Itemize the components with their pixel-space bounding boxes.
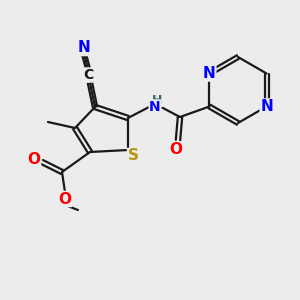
Text: N: N: [149, 100, 161, 114]
Text: C: C: [83, 68, 93, 82]
Text: O: O: [28, 152, 40, 167]
Text: N: N: [260, 99, 273, 114]
Text: O: O: [169, 142, 182, 158]
Text: O: O: [58, 191, 71, 206]
Text: S: S: [128, 148, 139, 164]
Text: N: N: [78, 40, 90, 56]
Text: H: H: [152, 94, 162, 106]
Text: N: N: [203, 66, 216, 81]
